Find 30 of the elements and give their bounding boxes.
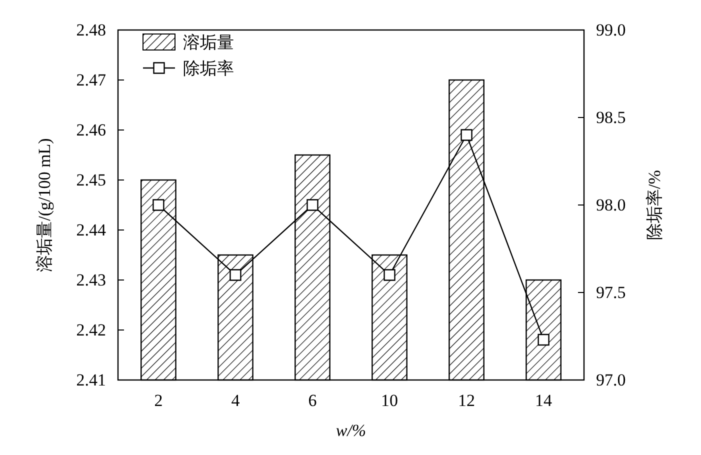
point	[538, 334, 550, 346]
y2-tick-label: 99.0	[596, 20, 626, 40]
x-tick-label: 14	[535, 391, 553, 410]
y-tick-label: 2.43	[76, 270, 106, 290]
point	[152, 199, 164, 211]
y-tick-label: 2.45	[76, 170, 106, 190]
y2-tick-label: 98.5	[596, 108, 626, 127]
y2-axis-title: 除垢率/%	[645, 170, 664, 240]
x-tick-label: 12	[458, 391, 476, 410]
x-tick-label: 2	[154, 391, 163, 410]
y2-tick-label: 98.0	[596, 195, 626, 214]
y-tick-label: 2.42	[76, 320, 106, 340]
y2-tick-label: 97.5	[596, 282, 626, 302]
point	[306, 199, 318, 211]
legend-label: 溶垢量	[183, 33, 234, 52]
x-tick-label: 10	[381, 391, 398, 410]
legend-label: 除垢率	[183, 59, 234, 78]
x-axis-title: w/%	[336, 421, 366, 440]
point	[460, 129, 472, 141]
x-tick-label: 6	[308, 391, 317, 410]
y-tick-label: 2.41	[76, 370, 106, 390]
y-tick-label: 2.46	[76, 120, 106, 140]
x-tick-label: 4	[231, 391, 240, 410]
y-tick-label: 2.47	[76, 70, 106, 90]
y2-tick-label: 97.0	[596, 370, 626, 390]
y-axis-title: 溶垢量/(g/100 mL)	[35, 138, 54, 272]
point	[384, 269, 396, 281]
y-tick-label: 2.44	[76, 220, 106, 240]
point	[230, 269, 242, 281]
y-tick-label: 2.48	[76, 20, 106, 40]
